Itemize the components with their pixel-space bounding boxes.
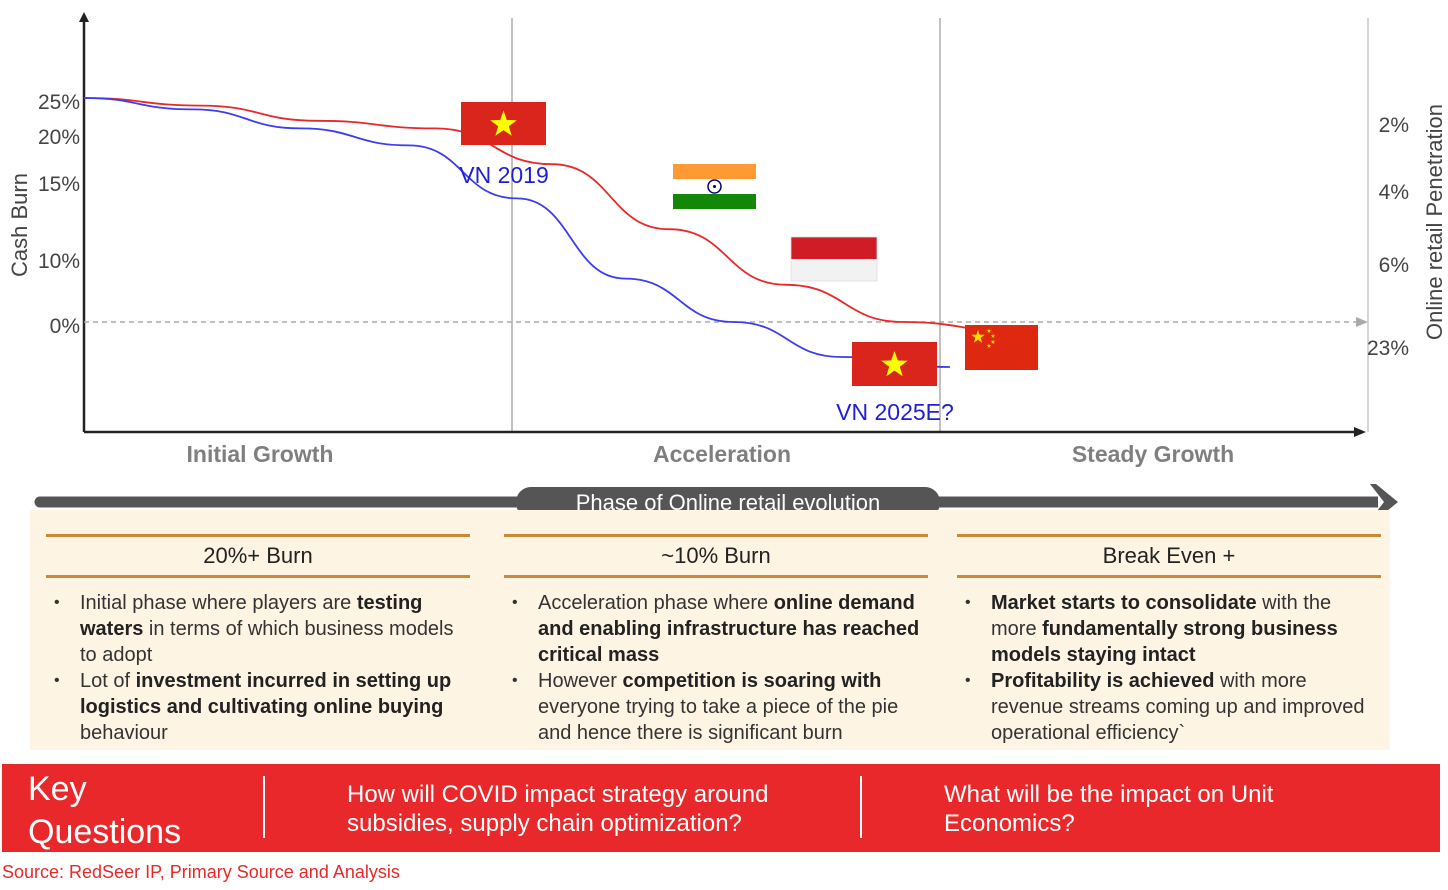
y-tick-left: 0% <box>50 315 80 338</box>
annotation-vn-2019: VN 2019 <box>459 162 549 188</box>
key-question-2: What will be the impact on Unit Economic… <box>944 781 1274 837</box>
column-steady-growth: Break Even + Market starts to consolidat… <box>957 534 1381 746</box>
bullet-item: Lot of investment incurred in setting up… <box>54 668 470 746</box>
y-tick-right: 6% <box>1379 254 1409 277</box>
series-line-2 <box>83 97 951 368</box>
column-acceleration: ~10% Burn Acceleration phase where onlin… <box>504 534 928 746</box>
annotation-vn-2025e: VN 2025E? <box>836 399 954 425</box>
vietnam-flag-icon <box>852 342 937 386</box>
y-axis-arrow <box>79 12 89 22</box>
key-questions-band: Key Questions How will COVID impact stra… <box>2 764 1440 852</box>
phase-label-steady-growth: Steady Growth <box>1072 441 1234 467</box>
x-axis-arrow <box>1354 427 1366 437</box>
bullet-list: Market starts to consolidate with the mo… <box>957 590 1381 746</box>
y-tick-left: 10% <box>38 250 80 273</box>
column-heading: Break Even + <box>957 534 1381 578</box>
y-tick-left: 15% <box>38 173 80 196</box>
phase-arrow-tail <box>34 496 46 508</box>
phase-label-acceleration: Acceleration <box>653 441 791 467</box>
column-initial-growth: 20%+ Burn Initial phase where players ar… <box>46 534 470 746</box>
bullet-item: Acceleration phase where online demand a… <box>512 590 928 668</box>
cash-burn-chart: 25% 20% 15% 10% 0% 2% 4% 6% 23% Cash Burn Onlin… <box>7 12 1447 520</box>
india-flag-icon <box>673 164 756 209</box>
china-flag-icon <box>965 325 1038 370</box>
vietnam-flag-icon <box>461 102 546 145</box>
key-question-1: How will COVID impact strategy around su… <box>347 781 769 837</box>
y-tick-right: 4% <box>1379 181 1409 204</box>
bullet-item: However competition is soaring with ever… <box>512 668 928 746</box>
column-heading: 20%+ Burn <box>46 534 470 578</box>
column-heading: ~10% Burn <box>504 534 928 578</box>
source-note: Source: RedSeer IP, Primary Source and A… <box>2 862 400 882</box>
y-tick-left: 25% <box>38 91 80 114</box>
key-divider <box>860 776 862 838</box>
y-axis-label-left: Cash Burn <box>7 173 32 277</box>
y-axis-label-right: Online retail Penetration <box>1422 104 1447 340</box>
zero-line-arrow <box>1356 317 1368 327</box>
bullet-item: Profitability is achieved with more reve… <box>965 668 1381 746</box>
bullet-list: Initial phase where players are testing … <box>46 590 470 746</box>
bullet-item: Initial phase where players are testing … <box>54 590 470 668</box>
indonesia-flag-icon <box>790 236 878 282</box>
phase-label-initial-growth: Initial Growth <box>187 441 334 467</box>
key-questions-title: Key Questions <box>28 770 182 851</box>
y-tick-right: 23% <box>1367 337 1409 360</box>
bullet-list: Acceleration phase where online demand a… <box>504 590 928 746</box>
y-tick-left: 20% <box>38 126 80 149</box>
y-tick-right: 2% <box>1379 114 1409 137</box>
key-divider <box>263 776 265 838</box>
series-line-1 <box>83 97 1021 333</box>
bullet-item: Market starts to consolidate with the mo… <box>965 590 1381 668</box>
